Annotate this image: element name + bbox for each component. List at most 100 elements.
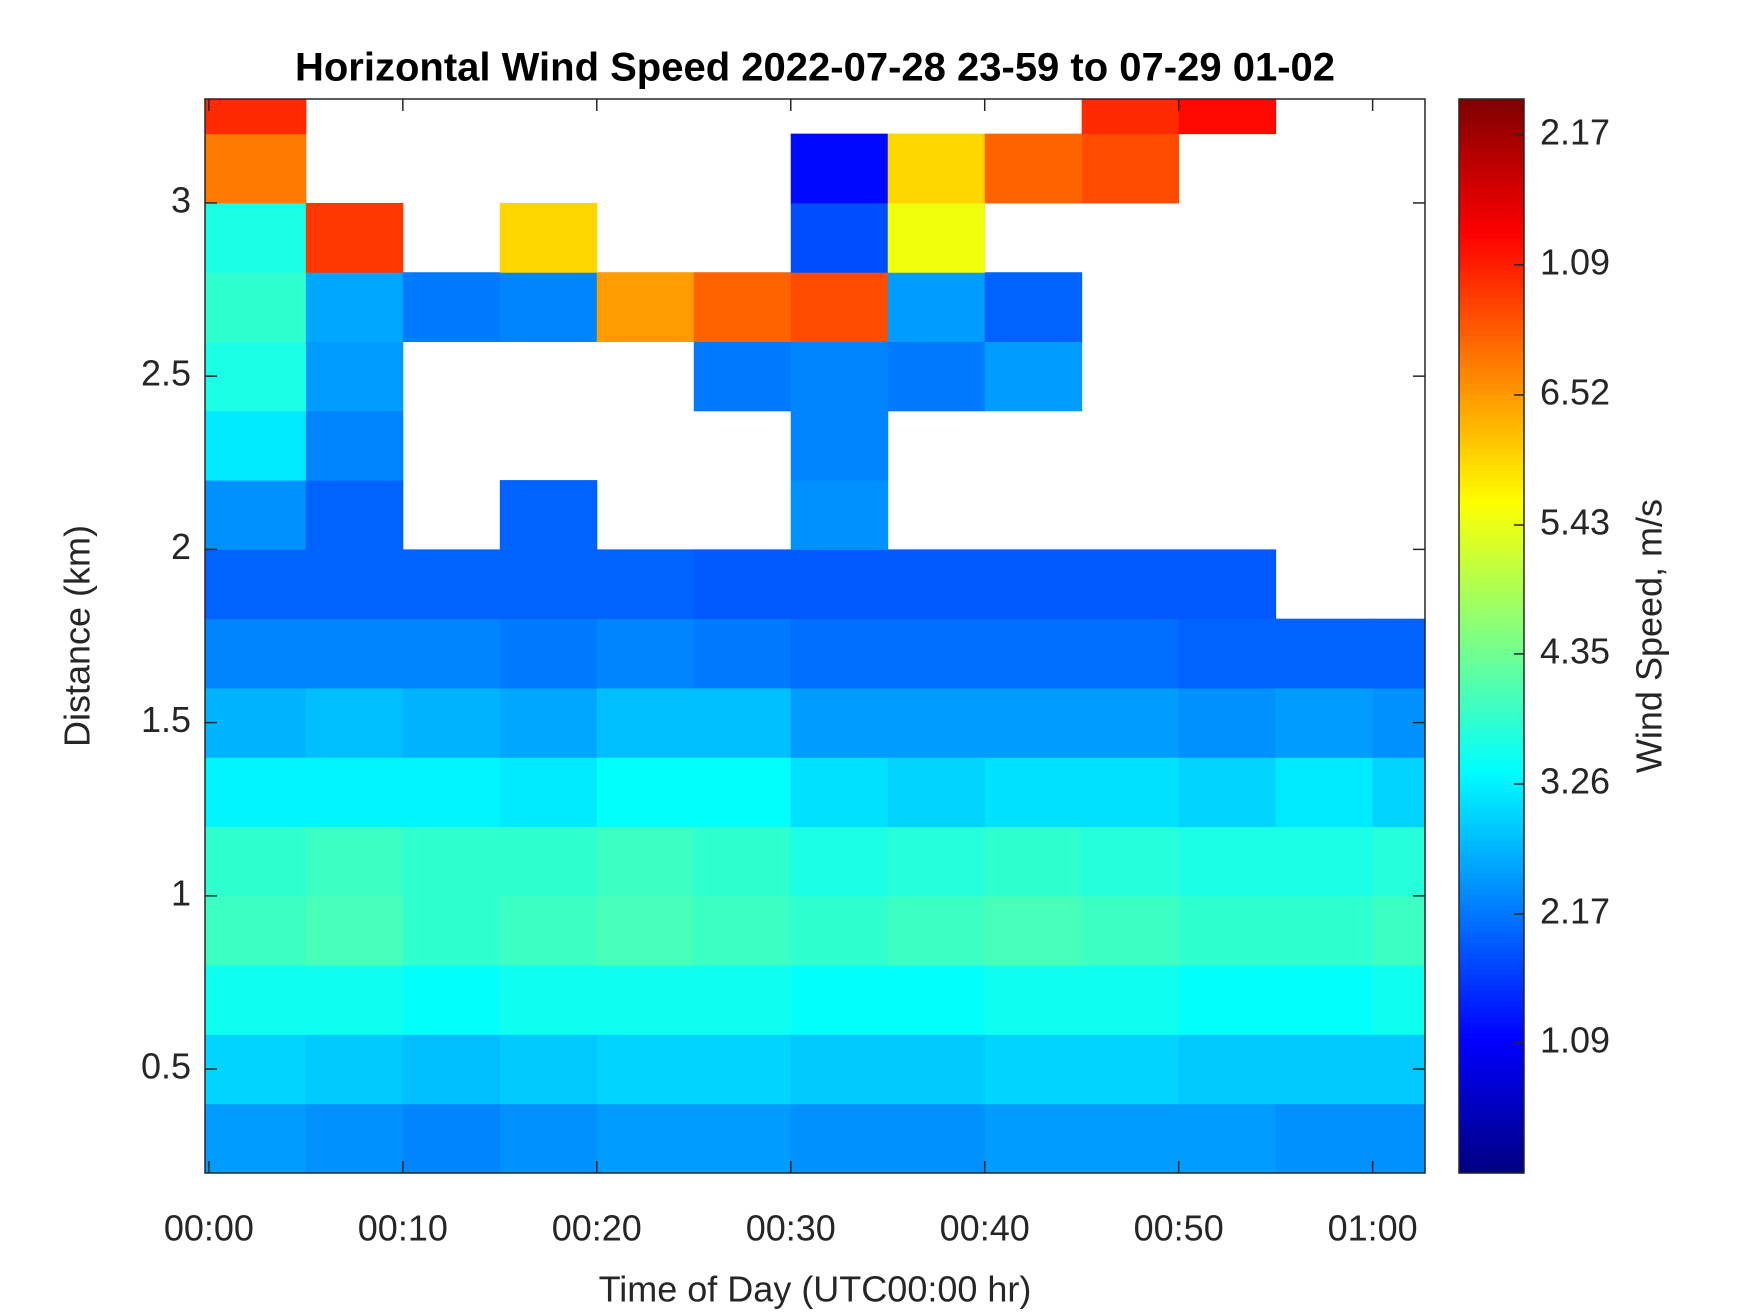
colorbar-tick-label: 2.17 [1540, 891, 1610, 932]
x-axis-label: Time of Day (UTC00:00 hr) [599, 1269, 1032, 1310]
colorbar-segment [1459, 872, 1524, 879]
colorbar-segment [1459, 458, 1524, 465]
heatmap-cell [499, 202, 598, 273]
colorbar-segment [1459, 410, 1524, 417]
colorbar-segment [1459, 1103, 1524, 1110]
colorbar-segment [1459, 614, 1524, 621]
colorbar-segment [1459, 942, 1524, 949]
colorbar-segment [1459, 163, 1524, 170]
colorbar-segment [1459, 329, 1524, 336]
y-tick-label: 0.5 [141, 1046, 191, 1087]
colorbar-segment [1459, 480, 1524, 487]
colorbar-segment [1459, 1167, 1524, 1174]
colorbar-segment [1459, 576, 1524, 583]
colorbar-segment [1459, 415, 1524, 422]
heatmap-cell [205, 272, 307, 343]
colorbar-segment [1459, 598, 1524, 605]
heatmap-cell [887, 272, 986, 343]
colorbar-segment [1459, 190, 1524, 197]
heatmap-cell [1081, 618, 1180, 689]
colorbar-segment [1459, 1087, 1524, 1094]
heatmap-cell [693, 826, 792, 897]
colorbar-segment [1459, 426, 1524, 433]
colorbar-segment [1459, 695, 1524, 702]
colorbar-segment [1459, 303, 1524, 310]
colorbar-segment [1459, 517, 1524, 524]
heatmap-cell [1178, 549, 1277, 620]
heatmap-cell [790, 965, 889, 1035]
heatmap-cell [1372, 826, 1426, 897]
heatmap-cell [1081, 895, 1180, 966]
heatmap-cell [205, 99, 307, 135]
heatmap-cell [402, 965, 501, 1035]
colorbar-segment [1459, 437, 1524, 444]
colorbar-segment [1459, 571, 1524, 578]
heatmap-cell [596, 965, 695, 1035]
colorbar-segment [1459, 168, 1524, 175]
heatmap-cell [1372, 895, 1426, 966]
colorbar-segment [1459, 904, 1524, 911]
colorbar-segment [1459, 206, 1524, 213]
colorbar-segment [1459, 1028, 1524, 1034]
colorbar-segment [1459, 856, 1524, 863]
heatmap-cell [1081, 687, 1180, 758]
colorbar-frame [1458, 98, 1525, 1174]
colorbar-segment [1459, 636, 1524, 642]
colorbar-segment [1459, 313, 1524, 320]
heatmap-cell [205, 410, 307, 481]
heatmap-cell [1372, 757, 1426, 828]
heatmap-cell [1081, 757, 1180, 828]
heatmap-cell [499, 757, 598, 828]
heatmap-cell [305, 272, 404, 343]
heatmap-cell [305, 1034, 404, 1105]
heatmap-cell [790, 133, 889, 204]
colorbar-segment [1459, 319, 1524, 326]
colorbar-segment [1459, 1022, 1524, 1029]
colorbar-segment [1459, 727, 1524, 734]
heatmap-cell [596, 1103, 695, 1174]
colorbar-segment [1459, 1011, 1524, 1018]
heatmap-cell [790, 895, 889, 966]
colorbar-segment [1459, 1140, 1524, 1147]
colorbar-segment [1459, 823, 1524, 830]
heatmap-cell [205, 965, 307, 1035]
heatmap-cell [402, 687, 501, 758]
colorbar-segment [1459, 1135, 1524, 1142]
colorbar-segment [1459, 689, 1524, 696]
colorbar-segment [1459, 372, 1524, 379]
heatmap-cell [205, 895, 307, 966]
colorbar-segment [1459, 1070, 1524, 1077]
heatmap-cell [305, 341, 404, 412]
heatmap-cell [205, 687, 307, 758]
heatmap-cell [499, 480, 598, 550]
colorbar-segment [1459, 485, 1524, 492]
colorbar-segment [1459, 324, 1524, 331]
colorbar-segment [1459, 1146, 1524, 1153]
colorbar-segment [1459, 732, 1524, 739]
heatmap-cell [305, 965, 404, 1035]
colorbar-segment [1459, 786, 1524, 793]
heatmap-cell [305, 410, 404, 481]
colorbar-segment [1459, 109, 1524, 116]
colorbar-segment [1459, 1156, 1524, 1163]
heatmap-cell [402, 826, 501, 897]
colorbar-segment [1459, 448, 1524, 455]
heatmap-cell [887, 757, 986, 828]
colorbar-segment [1459, 1033, 1524, 1040]
heatmap-cell [205, 1034, 307, 1105]
colorbar-segment [1459, 260, 1524, 267]
colorbar-segment [1459, 1001, 1524, 1008]
colorbar-segment [1459, 807, 1524, 814]
colorbar-segment [1459, 115, 1524, 122]
colorbar-segment [1459, 147, 1524, 154]
heatmap-cell [1275, 618, 1374, 689]
colorbar-segment [1459, 657, 1524, 664]
heatmap-cell [790, 826, 889, 897]
colorbar-segment [1459, 254, 1524, 261]
colorbar-segment [1459, 566, 1524, 573]
colorbar-segment [1459, 829, 1524, 836]
colorbar-segment [1459, 356, 1524, 363]
colorbar-segment [1459, 152, 1524, 159]
heatmap-cell [984, 1034, 1083, 1105]
colorbar-segment [1459, 491, 1524, 497]
